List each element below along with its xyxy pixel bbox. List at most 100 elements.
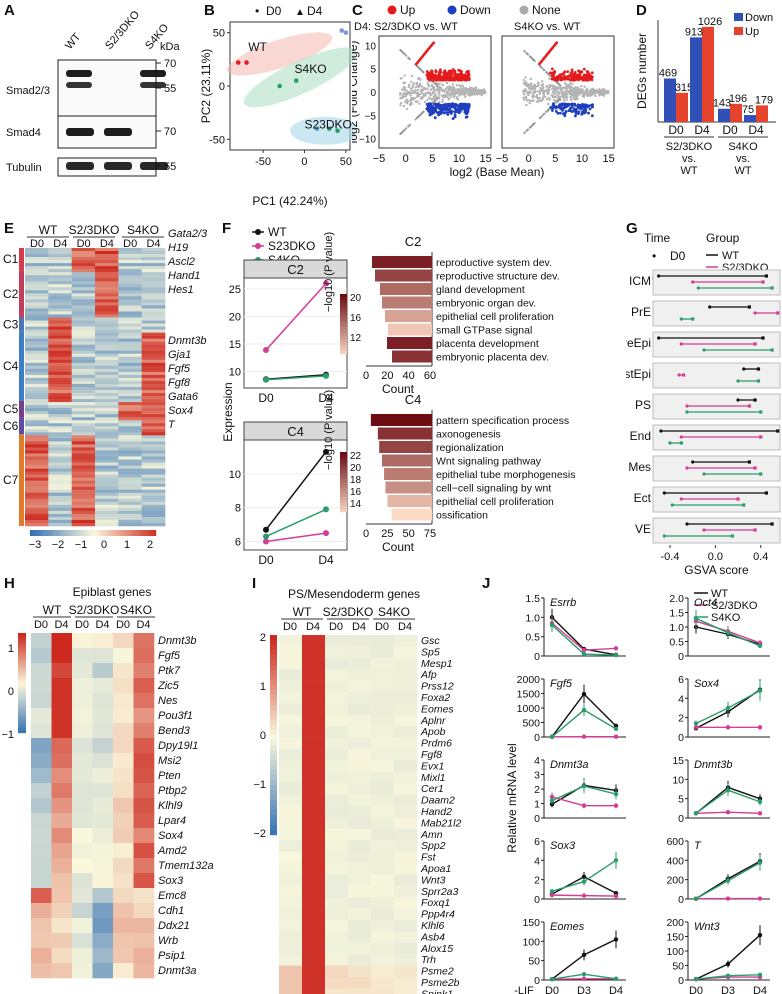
heatmap-cell <box>25 453 49 457</box>
ma-point-none <box>566 84 569 88</box>
heatmap-cell <box>95 383 119 388</box>
heatmap-cell <box>141 383 166 388</box>
ma-point-none <box>531 96 535 99</box>
heatmap-cell <box>71 260 96 264</box>
heatmap-cell <box>72 813 93 829</box>
heatmap-cell <box>348 714 372 727</box>
heatmap-cell <box>348 931 372 944</box>
ma-point-down <box>428 113 432 117</box>
ma-point-none <box>430 85 434 88</box>
heatmap-cell <box>95 314 119 318</box>
heatmap-cell <box>25 257 49 261</box>
heatmap-cell <box>25 284 49 288</box>
ma-point-down <box>432 111 435 115</box>
heatmap-cell <box>95 417 119 421</box>
heatmap-cell <box>113 813 134 829</box>
ma-point-up <box>467 76 471 80</box>
heatmap-cell <box>25 489 49 494</box>
pca-point <box>335 128 340 134</box>
colorbar-step <box>340 494 347 498</box>
heatmap-cell <box>141 483 166 488</box>
heatmap-title: Epiblast genes <box>73 585 152 599</box>
heatmap-cell <box>325 931 349 944</box>
heatmap-cell <box>118 426 142 430</box>
heatmap-cell <box>279 771 303 784</box>
ma-point-none <box>410 87 413 90</box>
heatmap-cell <box>31 783 52 799</box>
bar-value-down: 143 <box>713 98 731 110</box>
ma-point-none <box>438 82 441 86</box>
heatmap-cell <box>48 338 72 342</box>
heatmap-cell <box>141 308 166 312</box>
heatmap-cell <box>141 290 166 294</box>
ma-point-down <box>571 110 574 113</box>
heatmap-cell <box>25 522 49 527</box>
x-tick-label: 0 <box>403 153 409 165</box>
heatmap-cell <box>25 417 49 421</box>
heatmap-cell <box>394 749 418 761</box>
heatmap-cell <box>71 516 96 521</box>
heatmap-cell <box>25 251 49 255</box>
heatmap-cell <box>394 828 418 841</box>
pvalue-label: −log10 (P value) <box>323 390 335 470</box>
heatmap-cell <box>71 335 96 339</box>
colorbar-step <box>18 653 26 656</box>
heatmap-cell <box>95 408 119 412</box>
group-label: S4KO <box>120 603 152 617</box>
bar-value-up: 1026 <box>698 16 722 28</box>
group-label: S2/3DKO <box>666 141 713 153</box>
heatmap-cell <box>25 519 49 524</box>
heatmap-cell <box>72 708 93 724</box>
heatmap-cell <box>71 326 96 330</box>
gene-label-blue: Dnmt3b <box>168 335 207 347</box>
heatmap-cell <box>95 435 119 439</box>
ma-point-down <box>454 107 457 111</box>
heatmap-cell <box>48 495 72 500</box>
ma-point-none <box>449 95 452 98</box>
colorbar-step <box>18 713 26 716</box>
gene-label: Fst <box>421 852 437 864</box>
heatmap-cell <box>302 646 326 659</box>
go-bar <box>375 269 432 282</box>
go-bar <box>391 508 432 521</box>
heatmap-cell <box>118 356 142 361</box>
colorbar-step <box>340 467 347 471</box>
ma-point-none <box>453 87 456 90</box>
ma-point-none <box>551 84 554 87</box>
colorbar-step <box>270 705 277 711</box>
heatmap-cell <box>25 266 49 270</box>
heatmap-cell <box>133 948 155 964</box>
heatmap-cell <box>71 483 96 488</box>
heatmap-cell <box>51 768 73 784</box>
ma-point-up <box>453 69 457 73</box>
heatmap-cell <box>71 284 96 288</box>
heatmap-cell <box>141 513 166 518</box>
colorbar-step <box>18 638 26 641</box>
x-tick-label: 15 <box>480 153 492 165</box>
ma-point-none <box>529 56 533 59</box>
heatmap-cell <box>95 414 119 418</box>
ma-point-none <box>594 89 598 92</box>
heatmap-cell <box>118 498 142 503</box>
heatmap-cell <box>118 486 142 491</box>
heatmap-cell <box>95 287 119 291</box>
go-bar <box>382 296 432 309</box>
heatmap-cell <box>51 858 73 874</box>
heatmap-cell <box>133 813 155 829</box>
heatmap-cell <box>394 942 418 955</box>
heatmap-cell <box>25 450 49 454</box>
trend-line-wt <box>265 451 327 531</box>
ma-point-down <box>574 112 578 115</box>
ma-point-down <box>450 109 454 113</box>
heatmap-cell <box>325 920 349 932</box>
ma-point-none <box>451 92 454 96</box>
colorbar-step <box>270 815 277 821</box>
heatmap-cell <box>25 290 49 294</box>
x-tick-label: D0 <box>258 553 274 567</box>
y-tick-label: 0 <box>534 732 540 744</box>
heatmap-cell <box>25 260 49 264</box>
heatmap-cell <box>95 405 119 409</box>
heatmap-cell <box>48 344 72 349</box>
heatmap-cell <box>371 783 395 795</box>
